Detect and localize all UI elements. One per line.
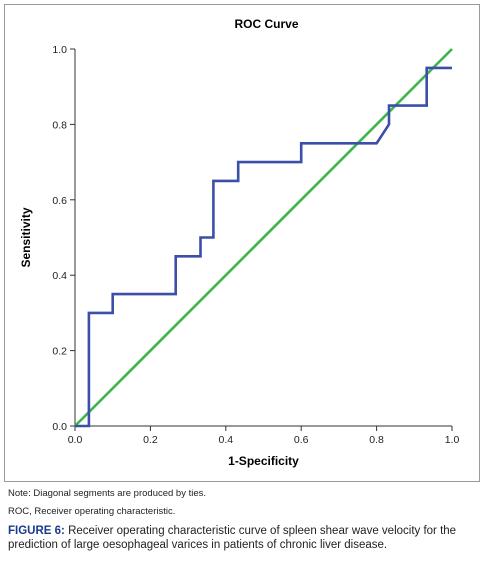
roc-curve-line xyxy=(75,66,452,428)
roc-chart: ROC Curve 0.0 0.2 0.4 0.6 0.8 1.0 0.0 0.2 0.4 0.6 0… xyxy=(19,17,460,468)
chart-note: Note: Diagonal segments are produced by … xyxy=(8,488,207,499)
x-axis-title: 1-Specificity xyxy=(228,454,299,468)
x-tick-label: 0.8 xyxy=(369,434,384,446)
y-tick-label: 0.2 xyxy=(52,346,67,358)
y-tick-label: 0.4 xyxy=(52,270,67,282)
figure-caption: FIGURE 6: Receiver operating characteris… xyxy=(8,524,482,552)
y-tick-label: 0.6 xyxy=(52,195,67,207)
figure-frame: ROC Curve 0.0 0.2 0.4 0.6 0.8 1.0 0.0 0.2 0.4 0.6 0… xyxy=(4,4,480,482)
y-tick-label: 1.0 xyxy=(52,44,67,56)
caption-text: Receiver operating characteristic curve … xyxy=(8,525,457,551)
y-tick-label: 0.8 xyxy=(52,119,67,131)
y-tick-label: 0.0 xyxy=(52,421,67,433)
caption-label: FIGURE 6: xyxy=(8,525,65,537)
x-tick-label: 0.4 xyxy=(218,434,233,446)
x-tick-label: 1.0 xyxy=(445,434,460,446)
x-tick-label: 0.0 xyxy=(68,434,83,446)
x-tick-label: 0.6 xyxy=(294,434,309,446)
abbreviation-note: ROC, Receiver operating characteristic. xyxy=(8,506,176,517)
chart-title: ROC Curve xyxy=(234,17,298,31)
y-axis-title: Sensitivity xyxy=(19,207,33,267)
x-tick-label: 0.2 xyxy=(143,434,158,446)
